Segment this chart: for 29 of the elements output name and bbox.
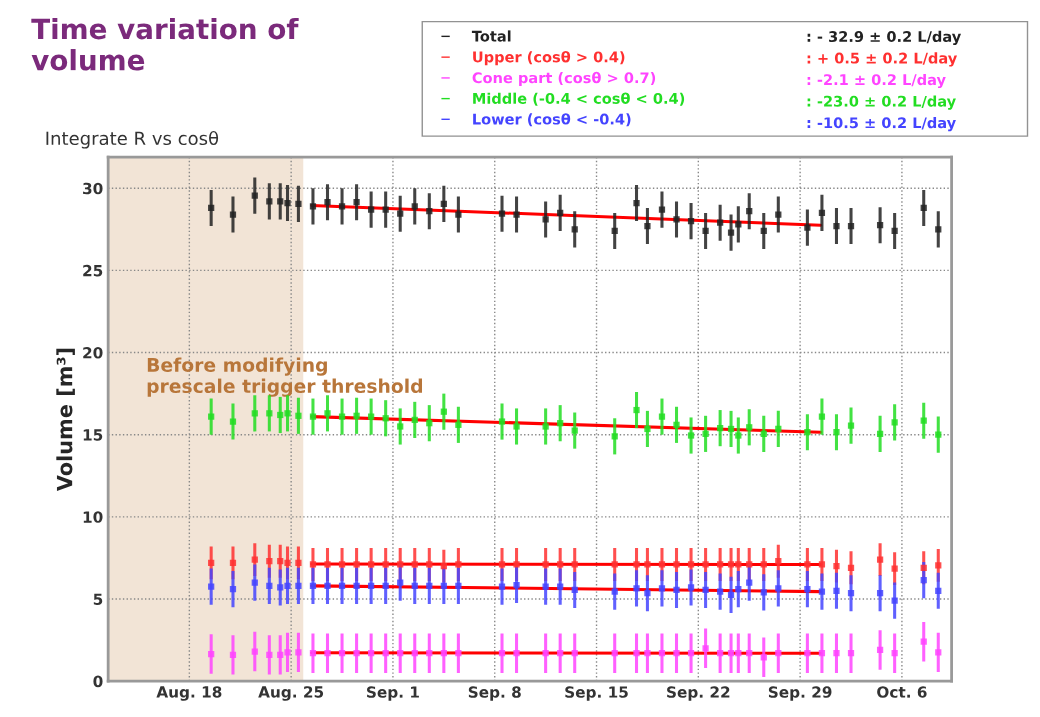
legend-label: Upper (cosθ > 0.4) xyxy=(473,51,625,66)
text: : - 32.9 ± 0.2 L/day xyxy=(807,30,961,45)
x-tick-label: Sep. 1 xyxy=(367,686,419,701)
y-tick-label: 5 xyxy=(93,593,103,606)
text: : -23.0 ± 0.2 L/day xyxy=(807,95,956,110)
band-label: Before modifying prescale trigger threshold xyxy=(147,357,423,397)
y-tick-label: 15 xyxy=(83,429,103,441)
legend-label: Total xyxy=(471,30,511,42)
x-tick-label: Aug. 18 xyxy=(156,686,222,701)
text: : -10.5 ± 0.2 L/day xyxy=(807,117,956,132)
x-tick-label: Sep. 8 xyxy=(468,686,521,701)
y-tick-label: 30 xyxy=(83,182,103,195)
legend-label: Lower (cosθ < -0.4) xyxy=(473,113,631,127)
x-tick-label: Sep. 22 xyxy=(667,686,730,701)
x-tick-label: Oct. 6 xyxy=(877,686,927,698)
chart-subtitle: Integrate R vs cosθ xyxy=(46,131,219,149)
y-tick-label: 10 xyxy=(83,511,103,523)
text: : + 0.5 ± 0.2 L/day xyxy=(807,52,958,67)
x-tick-label: Sep. 29 xyxy=(768,686,832,701)
x-tick-label: Sep. 15 xyxy=(565,686,628,701)
chart-title: Time variation of volume xyxy=(31,17,299,71)
x-tick-label: Aug. 25 xyxy=(258,686,324,701)
text: : -2.1 ± 0.2 L/day xyxy=(807,73,946,89)
y-tick-label: 20 xyxy=(83,347,103,359)
y-axis-title: Volume [m³] xyxy=(56,348,75,492)
y-tick-label: 0 xyxy=(93,675,103,688)
legend-label: Middle (-0.4 < cosθ < 0.4) xyxy=(473,92,685,106)
y-tick-label: 25 xyxy=(83,264,103,277)
legend-label: Cone part (cosθ > 0.7) xyxy=(472,71,656,87)
